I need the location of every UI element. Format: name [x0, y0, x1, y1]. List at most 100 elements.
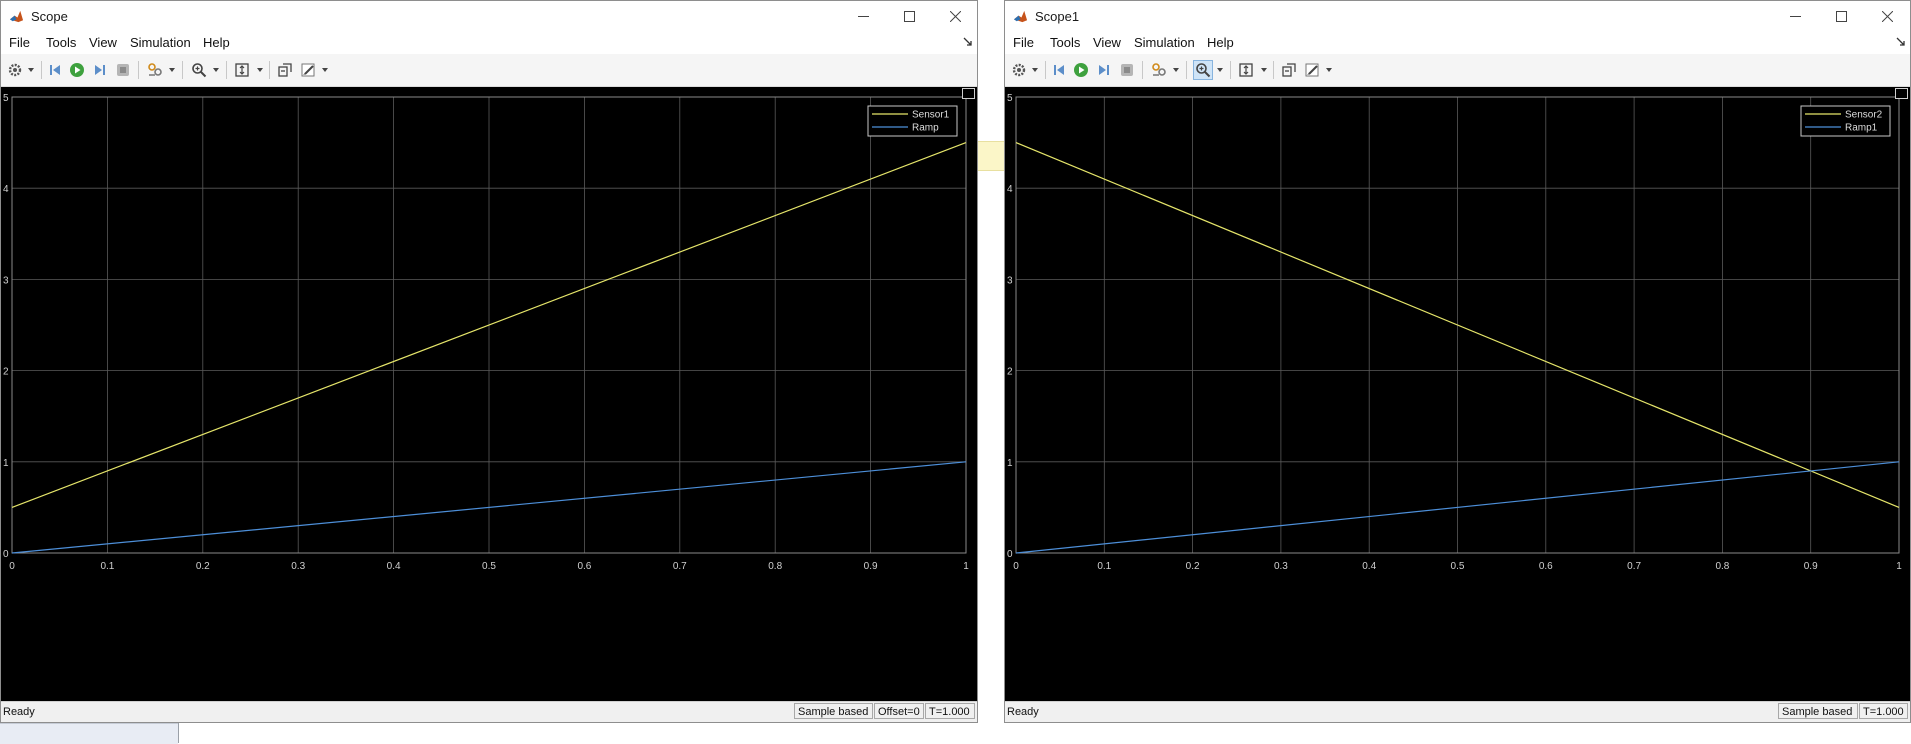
close-button[interactable] [1864, 1, 1910, 32]
settings-button[interactable] [5, 60, 25, 80]
matlab-logo-icon [1013, 9, 1028, 24]
run-icon [1074, 63, 1088, 77]
background-highlight [977, 141, 1005, 171]
x-tick-label: 0 [1013, 561, 1019, 572]
stop-button[interactable] [113, 60, 133, 80]
style-icon [1305, 63, 1319, 77]
title-bar[interactable]: Scope1 [1005, 1, 1910, 32]
highlight-icon [278, 63, 292, 77]
menu-tools[interactable]: Tools [46, 35, 77, 50]
signal-select-icon [148, 63, 162, 76]
zoom-icon [1196, 63, 1211, 78]
settings-icon [8, 63, 22, 77]
zoom-button[interactable] [1193, 60, 1213, 80]
zoom-dropdown-arrow[interactable] [213, 68, 219, 72]
menu-tools[interactable]: Tools [1050, 35, 1081, 50]
menu-file[interactable]: File [9, 35, 30, 50]
signal-select-dropdown-arrow[interactable] [169, 68, 175, 72]
dock-arrow-icon[interactable] [1896, 37, 1906, 47]
toolbar-separator [1230, 61, 1231, 79]
scale-axes-button[interactable] [1236, 60, 1256, 80]
axes-frame [11, 96, 967, 554]
run-button[interactable] [1071, 60, 1091, 80]
run-button[interactable] [67, 60, 87, 80]
step-forward-button[interactable] [1094, 60, 1114, 80]
scale-axes-icon [235, 63, 249, 77]
status-offset: Offset=0 [874, 703, 924, 719]
signal-select-button[interactable] [145, 60, 165, 80]
signal-select-icon [1152, 63, 1166, 76]
menu-view[interactable]: View [89, 35, 117, 50]
menu-bar: File Tools View Simulation Help [1, 32, 977, 54]
minimize-icon [857, 16, 869, 17]
signal-select-button[interactable] [1149, 60, 1169, 80]
scope-plot[interactable]: 0 0.1 0.2 0.3 0.4 0.5 0.6 0.7 0.8 0.9 1 0 1 2 3 4 5 Senso… [1, 87, 977, 703]
zoom-button[interactable] [189, 60, 209, 80]
style-dropdown-arrow[interactable] [322, 68, 328, 72]
step-back-icon [1054, 65, 1064, 75]
menu-simulation[interactable]: Simulation [130, 35, 191, 50]
menu-file[interactable]: File [1013, 35, 1034, 50]
toolbar-separator [138, 61, 139, 79]
undock-button[interactable] [962, 88, 975, 99]
x-tick-label: 0.3 [1274, 561, 1288, 572]
legend-label: Ramp1 [1845, 123, 1878, 134]
toolbar-separator [1142, 61, 1143, 79]
step-forward-icon [1099, 65, 1109, 75]
scope-display[interactable]: 0 0.1 0.2 0.3 0.4 0.5 0.6 0.7 0.8 0.9 1 0 1 2 3 4 5 Senso… [1005, 87, 1910, 703]
y-tick-label: 4 [1007, 184, 1013, 195]
settings-button[interactable] [1009, 60, 1029, 80]
menu-help[interactable]: Help [1207, 35, 1234, 50]
y-tick-label: 1 [3, 458, 9, 469]
legend-box [1800, 105, 1891, 137]
minimize-button[interactable] [840, 1, 886, 32]
settings-dropdown-arrow[interactable] [28, 68, 34, 72]
x-tick-label: 0.4 [1362, 561, 1376, 572]
stop-button[interactable] [1117, 60, 1137, 80]
x-tick-label: 1 [963, 561, 969, 572]
signal-select-dropdown-arrow[interactable] [1173, 68, 1179, 72]
title-bar[interactable]: Scope [1, 1, 977, 32]
maximize-button[interactable] [1818, 1, 1864, 32]
settings-icon [1012, 63, 1026, 77]
menu-help[interactable]: Help [203, 35, 230, 50]
minimize-icon [1789, 16, 1801, 17]
style-button[interactable] [298, 60, 318, 80]
style-button[interactable] [1302, 60, 1322, 80]
x-tick-label: 0.9 [1804, 561, 1818, 572]
legend-box [867, 105, 958, 137]
scale-axes-dropdown-arrow[interactable] [257, 68, 263, 72]
maximize-icon [903, 11, 915, 22]
scope-plot[interactable]: 0 0.1 0.2 0.3 0.4 0.5 0.6 0.7 0.8 0.9 1 0 1 2 3 4 5 Senso… [1005, 87, 1910, 703]
scope-display[interactable]: 0 0.1 0.2 0.3 0.4 0.5 0.6 0.7 0.8 0.9 1 0 1 2 3 4 5 Senso… [1, 87, 977, 703]
step-back-button[interactable] [45, 60, 65, 80]
minimize-button[interactable] [1772, 1, 1818, 32]
settings-dropdown-arrow[interactable] [1032, 68, 1038, 72]
step-forward-icon [95, 65, 105, 75]
step-forward-button[interactable] [90, 60, 110, 80]
dock-arrow-icon[interactable] [963, 37, 973, 47]
maximize-button[interactable] [886, 1, 932, 32]
step-back-button[interactable] [1049, 60, 1069, 80]
close-button[interactable] [932, 1, 978, 32]
scale-axes-dropdown-arrow[interactable] [1261, 68, 1267, 72]
menu-view[interactable]: View [1093, 35, 1121, 50]
legend[interactable]: Sensor2 Ramp1 [1800, 105, 1891, 137]
highlight-button[interactable] [275, 60, 295, 80]
series-line-ramp1 [1015, 461, 1900, 554]
status-time: T=1.000 [1859, 703, 1908, 719]
undock-button[interactable] [1895, 88, 1908, 99]
background-window-strip [0, 723, 178, 744]
scale-axes-button[interactable] [232, 60, 252, 80]
style-dropdown-arrow[interactable] [1326, 68, 1332, 72]
zoom-dropdown-arrow[interactable] [1217, 68, 1223, 72]
x-tick-label: 0.5 [482, 561, 496, 572]
stop-icon [117, 64, 129, 76]
highlight-button[interactable] [1279, 60, 1299, 80]
menu-simulation[interactable]: Simulation [1134, 35, 1195, 50]
legend[interactable]: Sensor1 Ramp [867, 105, 958, 137]
series-line-sensor2 [1015, 142, 1900, 508]
toolbar-separator [182, 61, 183, 79]
status-bar: Ready Sample based Offset=0 T=1.000 [1, 701, 977, 722]
series-line-sensor1 [11, 142, 967, 508]
